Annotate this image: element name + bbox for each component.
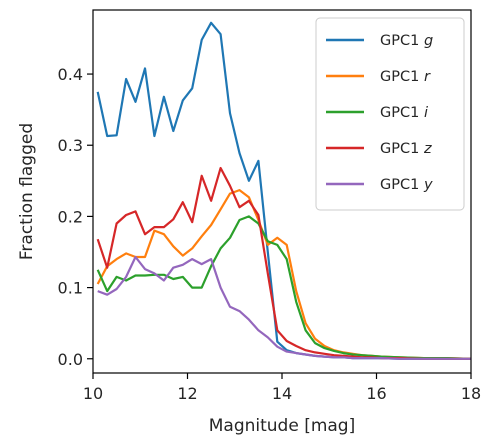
x-tick-label: 10 (83, 384, 103, 403)
x-tick-label: 14 (272, 384, 292, 403)
y-tick-label: 0.2 (58, 207, 83, 226)
x-axis-label: Magnitude [mag] (209, 416, 356, 436)
legend-box (315, 17, 465, 211)
legend-entry: GPC1 y (380, 177, 433, 193)
plot-lines (96, 21, 472, 360)
legend: GPC1 g GPC1 r GPC1 i GPC1 z GPC1 y (315, 17, 465, 211)
legend-entry: GPC1 z (380, 141, 432, 157)
series-line-y (97, 255, 471, 360)
legend-entry: GPC1 g (380, 33, 433, 49)
y-tick-label: 0.1 (58, 279, 83, 298)
legend-entry: GPC1 r (380, 69, 431, 85)
y-tick-label: 0.4 (58, 65, 83, 84)
y-axis-label: Fraction flagged (17, 123, 37, 260)
axis-ticks: 10 12 14 16 18 0.0 0.1 0.2 0.3 0.4 (58, 65, 482, 403)
x-tick-label: 18 (461, 384, 481, 403)
series-line-i (96, 215, 472, 360)
y-tick-label: 0.0 (58, 350, 83, 369)
x-tick-label: 12 (177, 384, 197, 403)
legend-entry: GPC1 i (380, 105, 428, 121)
x-tick-label: 16 (366, 384, 386, 403)
y-tick-label: 0.3 (58, 136, 83, 155)
